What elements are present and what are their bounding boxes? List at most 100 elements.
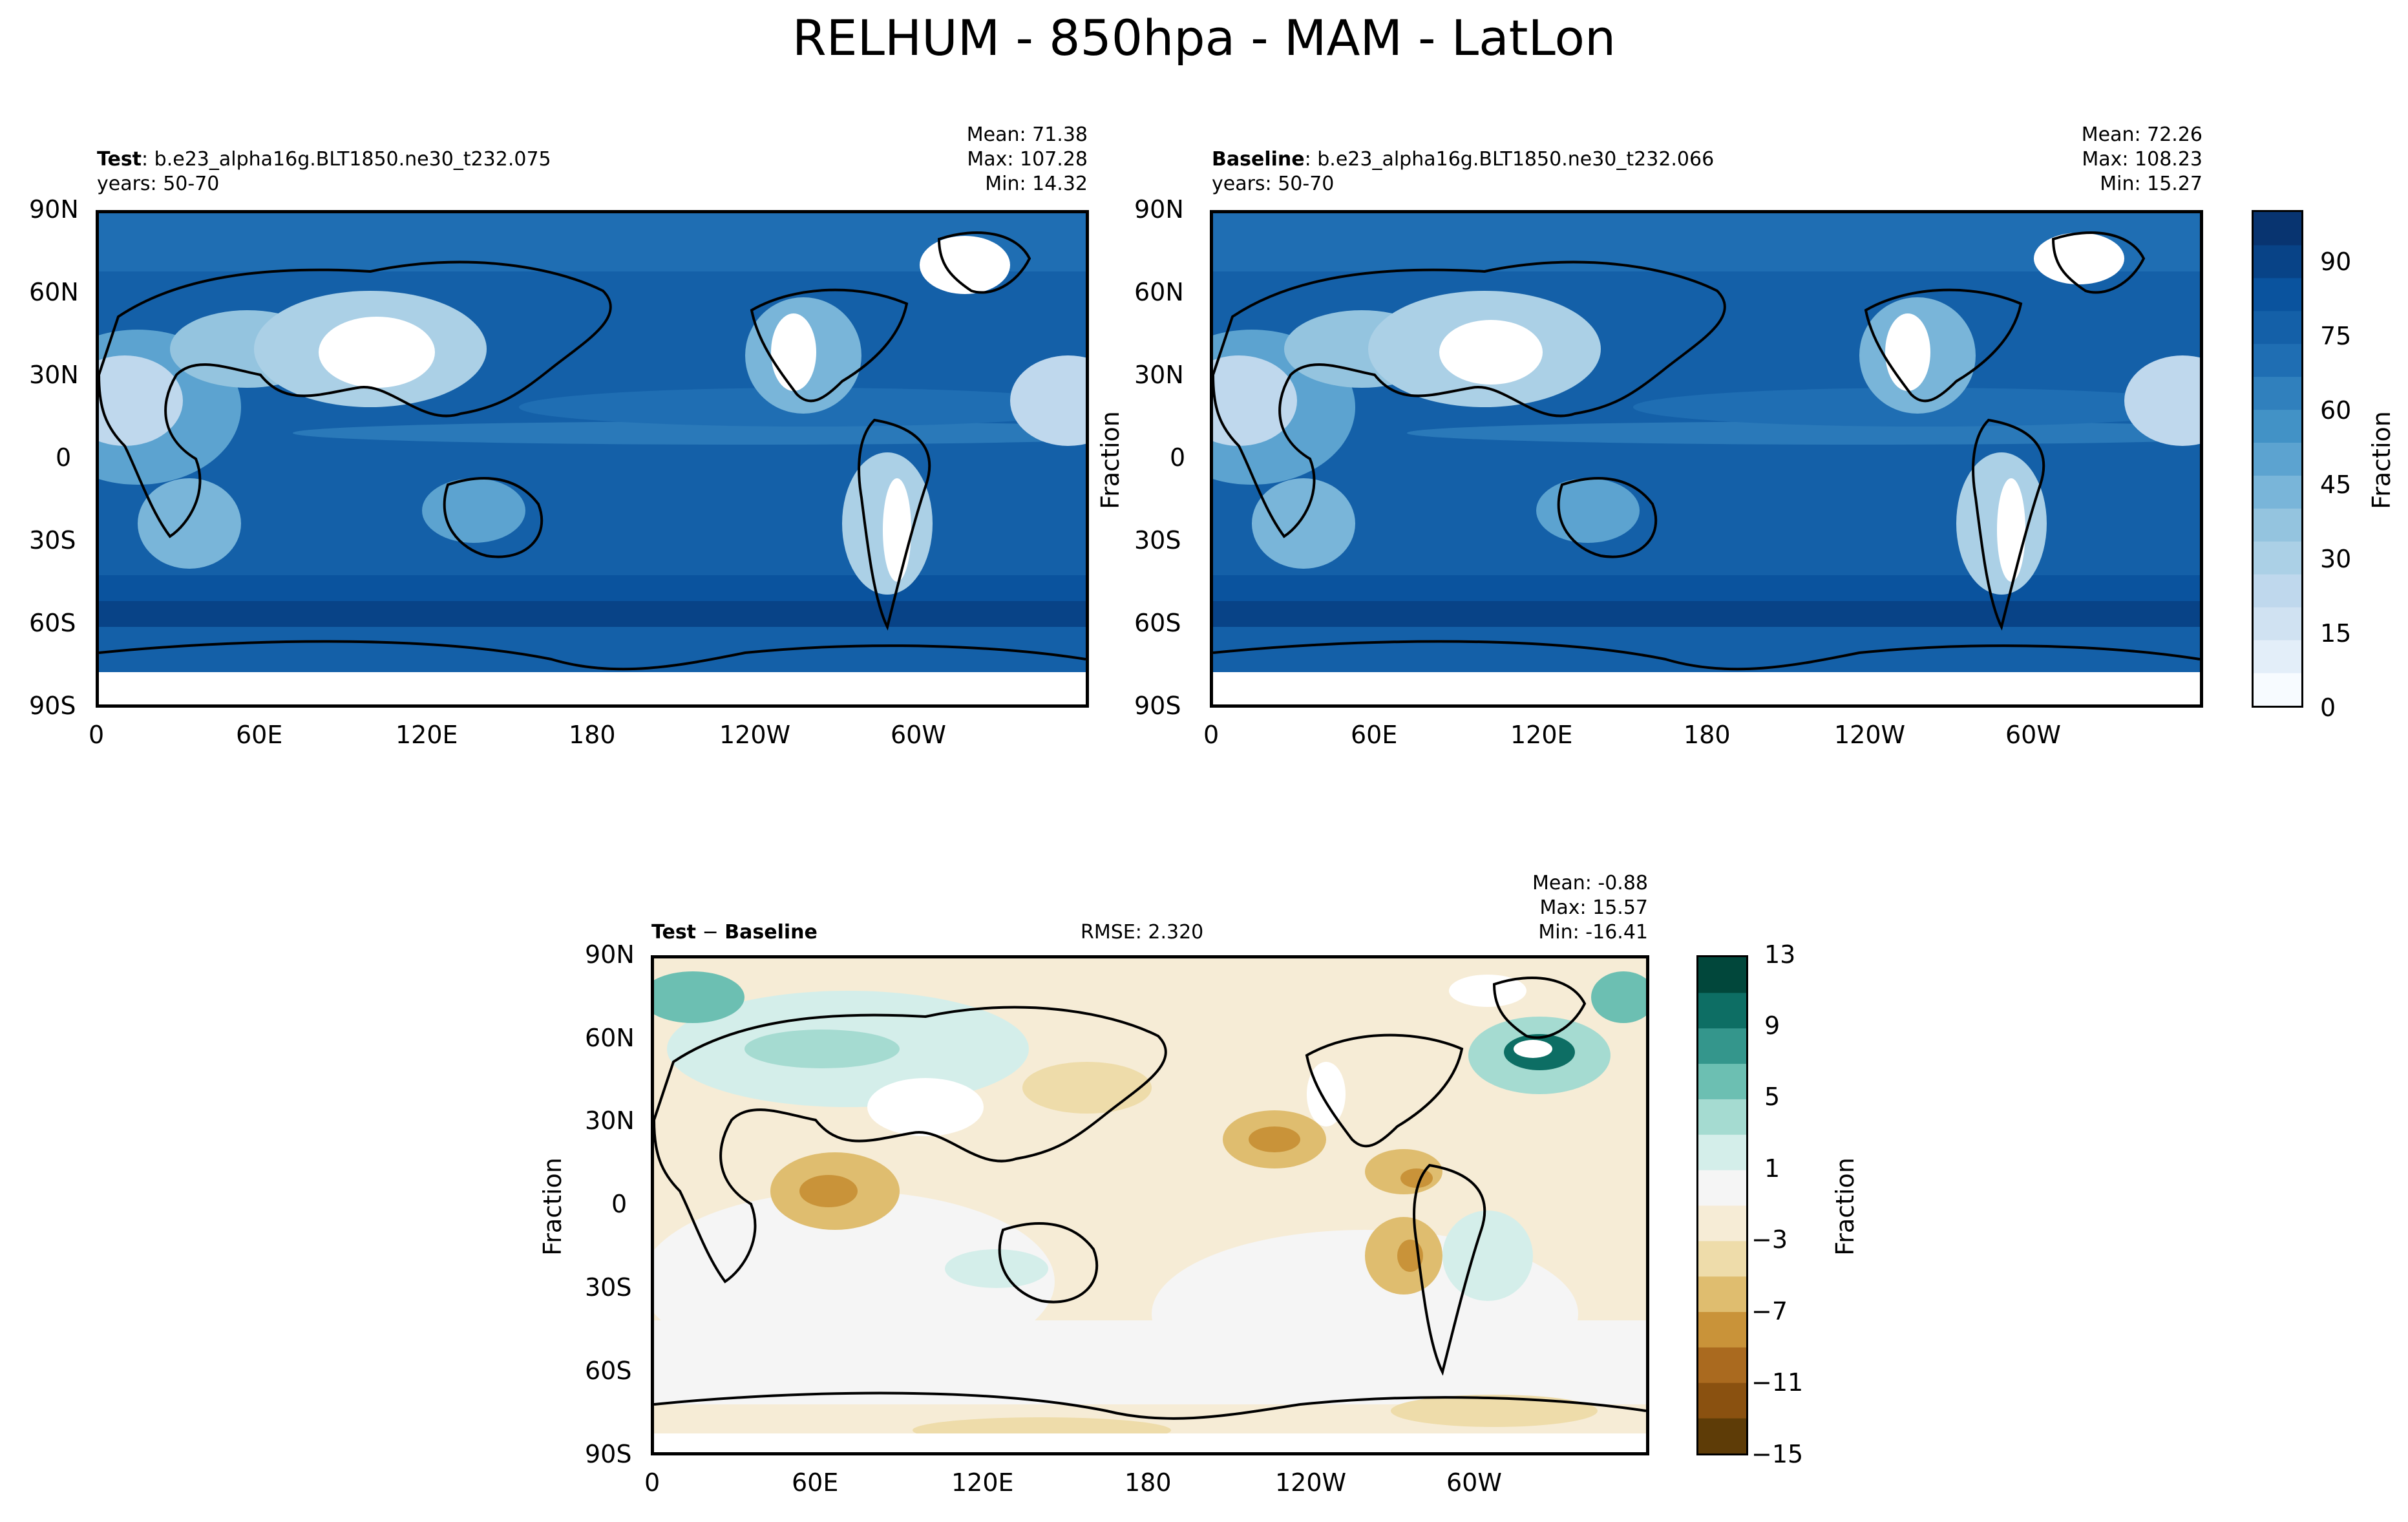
baseline-lon-tick: 0 — [1203, 721, 1220, 749]
test-label: Test — [97, 148, 142, 171]
baseline-lat-tick: 0 — [1170, 443, 1186, 472]
diff-colorbar-tick: 13 — [1764, 940, 1796, 969]
test-min: Min: 14.32 — [985, 173, 1088, 195]
baseline-lon-tick: 60W — [2005, 721, 2061, 749]
diff-lat-tick: 60N — [585, 1024, 635, 1052]
main-colorbar-tick: 90 — [2320, 248, 2352, 276]
diff-colorbar-swatch — [1698, 1205, 1746, 1242]
baseline-lon-tick: 180 — [1684, 721, 1731, 749]
baseline-max: Max: 108.23 — [2082, 148, 2202, 171]
test-lon-tick: 180 — [569, 721, 616, 749]
diff-colorbar-label: Fraction — [1831, 1157, 1859, 1256]
main-colorbar-tick: 45 — [2320, 470, 2352, 499]
diff-lon-tick: 120W — [1275, 1468, 1347, 1497]
diff-label-baseline: Baseline — [724, 921, 818, 944]
baseline-years: years: 50-70 — [1212, 173, 1335, 195]
main-colorbar-tick: 60 — [2320, 396, 2352, 425]
main-colorbar-swatch — [2254, 673, 2301, 706]
figure-title: RELHUM - 850hpa - MAM - LatLon — [792, 9, 1616, 67]
main-colorbar-swatch — [2254, 607, 2301, 640]
diff-colorbar-swatch — [1698, 1063, 1746, 1099]
diff-lat-tick: 60S — [585, 1357, 632, 1385]
baseline-lat-tick: 30S — [1134, 526, 1181, 555]
baseline-lon-tick: 120W — [1834, 721, 1906, 749]
diff-rmse: RMSE: 2.320 — [1081, 921, 1204, 944]
diff-label-test: Test — [651, 921, 697, 944]
main-colorbar-tick: 75 — [2320, 322, 2352, 350]
diff-mean: Mean: -0.88 — [1532, 872, 1648, 894]
diff-colorbar-swatch — [1698, 1311, 1746, 1348]
baseline-label: Baseline — [1212, 148, 1305, 171]
test-lat-tick: 90N — [29, 195, 79, 224]
test-lat-tick: 60N — [29, 278, 79, 306]
test-panel-title: Test: b.e23_alpha16g.BLT1850.ne30_t232.0… — [97, 147, 551, 172]
diff-lat-tick: 0 — [611, 1190, 628, 1218]
baseline-case-name: : b.e23_alpha16g.BLT1850.ne30_t232.066 — [1304, 148, 1715, 171]
baseline-map-field — [1213, 213, 2200, 704]
test-lat-tick: 90S — [29, 692, 76, 720]
test-lon-tick: 120W — [719, 721, 791, 749]
diff-colorbar-tick: −11 — [1751, 1368, 1804, 1397]
diff-lat-tick: 30N — [585, 1106, 635, 1135]
baseline-ylabel: Fraction — [1096, 411, 1125, 509]
main-colorbar-swatch — [2254, 541, 2301, 575]
diff-colorbar-swatches — [1698, 957, 1746, 1453]
diff-colorbar-tick: −7 — [1751, 1297, 1788, 1326]
diff-colorbar-tick: 1 — [1764, 1154, 1780, 1183]
diff-colorbar-tick: 9 — [1764, 1011, 1780, 1040]
diff-lon-tick: 120E — [951, 1468, 1014, 1497]
diff-colorbar-swatch — [1698, 1134, 1746, 1170]
baseline-lon-tick: 120E — [1510, 721, 1573, 749]
test-max: Max: 107.28 — [967, 148, 1088, 171]
main-colorbar-swatch — [2254, 640, 2301, 673]
main-colorbar-swatch — [2254, 376, 2301, 410]
diff-colorbar-tick: 5 — [1764, 1083, 1780, 1111]
test-lon-tick: 60E — [236, 721, 283, 749]
diff-map — [651, 955, 1649, 1455]
test-lon-tick: 0 — [89, 721, 105, 749]
baseline-lat-tick: 90N — [1134, 195, 1184, 224]
diff-lon-tick: 60W — [1446, 1468, 1502, 1497]
baseline-lon-tick: 60E — [1351, 721, 1398, 749]
baseline-mean: Mean: 72.26 — [2081, 123, 2202, 146]
diff-colorbar-swatch — [1698, 1418, 1746, 1453]
baseline-panel-title: Baseline: b.e23_alpha16g.BLT1850.ne30_t2… — [1212, 147, 1714, 172]
main-colorbar-bar — [2252, 210, 2303, 708]
diff-colorbar-swatch — [1698, 1240, 1746, 1277]
diff-max: Max: 15.57 — [1539, 896, 1648, 919]
test-lon-tick: 60W — [891, 721, 946, 749]
main-colorbar-tick: 0 — [2320, 693, 2336, 722]
main-colorbar-swatch — [2254, 442, 2301, 476]
diff-colorbar-bar — [1696, 955, 1748, 1455]
diff-lon-tick: 0 — [644, 1468, 660, 1497]
diff-colorbar-swatch — [1698, 1028, 1746, 1064]
diff-lon-tick: 60E — [792, 1468, 839, 1497]
baseline-lat-tick: 60S — [1134, 609, 1181, 637]
diff-colorbar-swatch — [1698, 1170, 1746, 1206]
main-colorbar-swatch — [2254, 508, 2301, 542]
diff-lat-tick: 30S — [585, 1273, 632, 1302]
main-colorbar-swatch — [2254, 409, 2301, 443]
diff-map-field — [654, 958, 1646, 1452]
main-colorbar-swatch — [2254, 310, 2301, 344]
main-colorbar-tick: 30 — [2320, 545, 2352, 573]
test-lat-tick: 0 — [56, 443, 72, 472]
test-years: years: 50-70 — [97, 173, 220, 195]
main-colorbar-swatch — [2254, 475, 2301, 509]
baseline-map — [1210, 210, 2203, 708]
diff-lat-tick: 90N — [585, 940, 635, 969]
baseline-lat-tick: 60N — [1134, 278, 1184, 306]
diff-colorbar-swatch — [1698, 1347, 1746, 1383]
main-colorbar-swatch — [2254, 343, 2301, 377]
diff-colorbar-swatch — [1698, 1276, 1746, 1313]
main-colorbar-swatch — [2254, 277, 2301, 312]
test-map — [96, 210, 1089, 708]
diff-panel-title: Test − Baseline — [651, 920, 818, 945]
diff-colorbar-swatch — [1698, 1099, 1746, 1135]
test-lat-tick: 60S — [29, 609, 76, 637]
diff-min: Min: -16.41 — [1538, 921, 1648, 944]
main-colorbar-swatch — [2254, 574, 2301, 608]
diff-lon-tick: 180 — [1125, 1468, 1172, 1497]
test-mean: Mean: 71.38 — [966, 123, 1088, 146]
main-colorbar-label: Fraction — [2367, 411, 2396, 509]
